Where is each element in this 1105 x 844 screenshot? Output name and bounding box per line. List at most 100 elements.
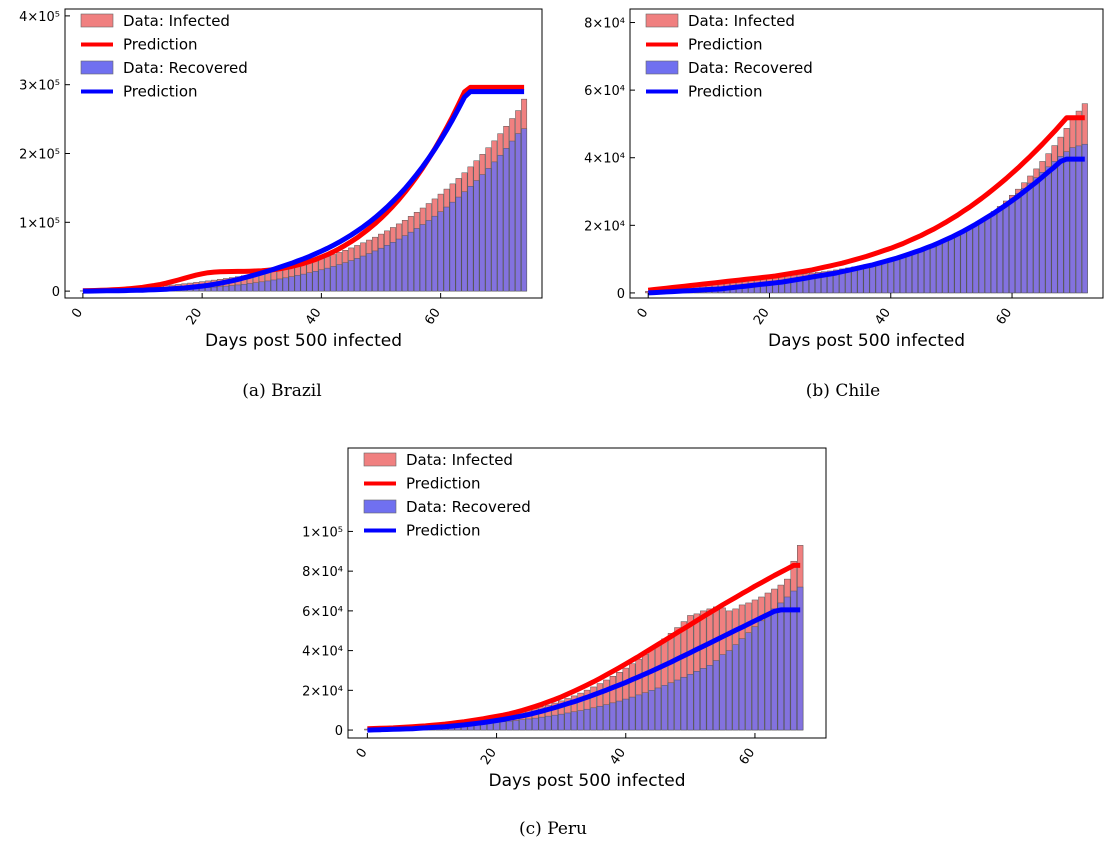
legend-swatch-infected (80, 13, 114, 28)
bar-recovered-brazil (467, 186, 474, 292)
y-tick-label: 4×10⁴ (302, 645, 343, 660)
legend-label: Data: Infected (688, 12, 795, 30)
bar-recovered-peru (551, 714, 558, 731)
y-tick-label: 2×10⁵ (19, 148, 60, 163)
bar-recovered-chile (875, 263, 882, 294)
bar-recovered-peru (725, 650, 733, 731)
bar-recovered-brazil (443, 206, 450, 292)
bar-recovered-peru (693, 671, 700, 731)
bar-recovered-chile (893, 258, 900, 294)
bar-recovered-chile (996, 207, 1003, 294)
legend-swatch-recovered (363, 499, 397, 514)
bar-recovered-brazil (282, 277, 289, 292)
bar-recovered-chile (1009, 198, 1016, 294)
bar-recovered-peru (499, 721, 507, 731)
bar-recovered-peru (777, 602, 784, 731)
x-axis-label: Days post 500 infected (205, 331, 402, 351)
bar-recovered-chile (990, 212, 997, 294)
bar-recovered-chile (930, 246, 937, 294)
bar-recovered-brazil (318, 269, 325, 292)
bar-recovered-brazil (479, 174, 486, 292)
legend-label: Data: Recovered (406, 498, 531, 516)
bar-recovered-chile (918, 250, 925, 294)
bar-recovered-brazil (407, 231, 414, 292)
bar-recovered-brazil (461, 191, 468, 292)
y-tick-label: 8×10⁴ (584, 17, 625, 32)
bar-recovered-brazil (246, 283, 253, 292)
legend-label: Data: Infected (123, 12, 230, 30)
bar-recovered-chile (960, 231, 967, 294)
bar-recovered-chile (1015, 193, 1022, 294)
bar-recovered-brazil (336, 264, 343, 292)
bar-recovered-peru (545, 715, 552, 731)
bar-recovered-chile (851, 268, 858, 294)
bar-recovered-chile (1057, 156, 1064, 294)
y-tick-label: 1×10⁵ (302, 525, 343, 540)
bar-recovered-brazil (294, 275, 301, 292)
bar-recovered-brazil (425, 220, 432, 292)
bar-recovered-chile (863, 265, 870, 294)
bar-recovered-chile (912, 252, 918, 294)
bar-recovered-brazil (217, 286, 223, 292)
legend-swatch-recovered (645, 60, 679, 75)
bar-recovered-peru (700, 668, 707, 731)
bar-recovered-peru (797, 586, 804, 731)
chart-panel-peru: 0 2×10⁴ 4×10⁴ 6×10⁴ 8×10⁴ 1×10⁵ 0 20 40 60 Days po… (302, 447, 827, 791)
bar-recovered-peru (564, 712, 571, 731)
bar-recovered-brazil (258, 281, 265, 292)
bar-recovered-brazil (378, 247, 384, 292)
bar-recovered-peru (745, 632, 752, 731)
bar-recovered-peru (512, 720, 520, 731)
bar-recovered-brazil (342, 262, 349, 292)
x-tick-label: 60 (994, 306, 1016, 328)
bar-recovered-brazil (312, 271, 319, 292)
bar-recovered-peru (641, 692, 649, 731)
bar-recovered-brazil (509, 140, 516, 292)
x-axis-label: Days post 500 infected (488, 771, 685, 791)
bar-recovered-brazil (300, 273, 307, 292)
y-tick-label: 0 (335, 724, 343, 739)
x-axis-label: Days post 500 infected (768, 331, 965, 351)
bar-recovered-peru (680, 676, 688, 731)
bar-recovered-peru (661, 685, 668, 731)
bar-recovered-chile (1003, 203, 1009, 294)
bar-recovered-chile (905, 254, 912, 294)
prediction-recovered-line-chile (648, 156, 1085, 296)
bar-recovered-peru (519, 719, 526, 731)
bar-recovered-peru (764, 614, 772, 731)
bar-recovered-brazil (252, 282, 259, 292)
bar-recovered-chile (1081, 143, 1088, 294)
legend-label: Data: Infected (406, 451, 513, 469)
bar-recovered-peru (577, 710, 584, 731)
bar-recovered-peru (603, 704, 610, 731)
caption-peru: (c) Peru (519, 819, 587, 839)
bar-recovered-brazil (419, 224, 426, 292)
bar-recovered-peru (635, 694, 642, 731)
bar-recovered-chile (972, 224, 979, 294)
bar-recovered-brazil (229, 285, 235, 292)
bar-recovered-peru (751, 626, 759, 731)
y-tick-label: 3×10⁵ (19, 79, 60, 94)
plot-frame-peru (347, 447, 827, 739)
bar-recovered-brazil (348, 260, 355, 292)
bar-recovered-brazil (401, 235, 408, 292)
y-tick-label: 2×10⁴ (584, 219, 625, 234)
bar-recovered-peru (648, 690, 655, 731)
bar-recovered-brazil (449, 201, 456, 292)
bar-recovered-chile (857, 267, 864, 294)
x-tick-label: 60 (736, 746, 758, 768)
bar-recovered-brazil (264, 280, 271, 292)
bar-recovered-brazil (390, 242, 396, 292)
bar-recovered-peru (538, 716, 545, 731)
bar-recovered-chile (1033, 177, 1040, 294)
bar-recovered-brazil (360, 255, 367, 292)
x-tick-label: 40 (872, 306, 894, 328)
x-tick-label: 60 (422, 306, 444, 328)
x-tick-label: 0 (69, 306, 86, 321)
y-tick-label: 6×10⁴ (302, 605, 343, 620)
bar-recovered-peru (771, 608, 778, 731)
legend-label: Prediction (123, 83, 198, 101)
x-tick-label: 0 (634, 306, 651, 321)
bar-recovered-peru (596, 705, 604, 731)
